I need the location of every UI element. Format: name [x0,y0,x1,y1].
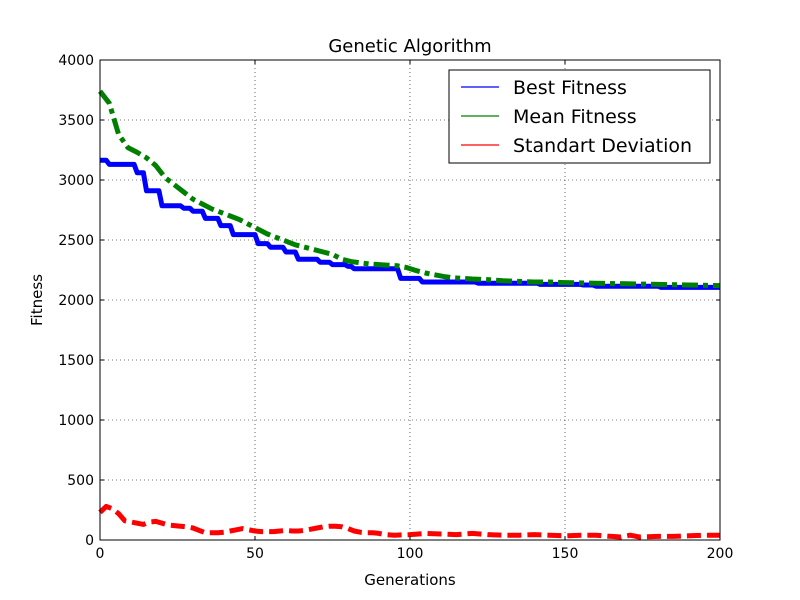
y-tick-label: 1000 [58,413,94,429]
legend-label: Mean Fitness [513,106,637,128]
legend: Best Fitness Mean Fitness Standart Deviati… [448,69,711,164]
legend-label: Standart Deviation [513,135,692,157]
x-tick-label: 50 [246,546,264,562]
x-axis-label: Generations [364,571,456,589]
series-line-standart-deviation [98,503,720,540]
y-tick-label: 4000 [58,53,94,69]
series-layer [98,89,721,540]
y-tick-label: 2500 [58,233,94,249]
x-tick-label: 100 [397,546,424,562]
x-tick-label: 200 [707,546,734,562]
y-axis-label: Fitness [28,274,46,326]
chart-title: Genetic Algorithm [328,36,491,57]
legend-label: Best Fitness [513,77,627,99]
y-tick-label: 3500 [58,113,94,129]
x-tick-label: 0 [96,546,105,562]
y-tick-label: 3000 [58,173,94,189]
y-tick-label: 1500 [58,353,94,369]
tick-layer: 0 50 100 150 2000500100015002000250030003500… [58,53,733,562]
legend-entries: Best Fitness Mean Fitness Standart Deviati… [461,77,692,157]
y-tick-label: 0 [85,533,94,549]
series-line-mean-fitness [98,89,721,289]
x-tick-label: 150 [552,546,579,562]
y-tick-label: 2000 [58,293,94,309]
y-tick-label: 500 [67,473,94,489]
